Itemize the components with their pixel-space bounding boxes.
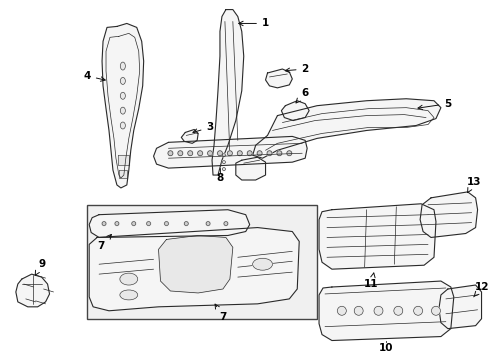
Ellipse shape [120, 273, 138, 285]
Ellipse shape [252, 258, 272, 270]
Circle shape [237, 151, 242, 156]
Circle shape [167, 151, 173, 156]
Text: 9: 9 [35, 259, 45, 275]
Polygon shape [158, 235, 232, 293]
Text: 8: 8 [216, 173, 223, 183]
Circle shape [115, 222, 119, 226]
Circle shape [247, 151, 252, 156]
Circle shape [413, 306, 422, 315]
Polygon shape [419, 192, 477, 238]
Circle shape [178, 151, 183, 156]
Polygon shape [318, 281, 453, 341]
Ellipse shape [120, 290, 138, 300]
Circle shape [102, 222, 106, 226]
Text: 13: 13 [466, 177, 480, 193]
Text: 7: 7 [215, 304, 226, 322]
Circle shape [222, 168, 225, 171]
Text: 7: 7 [97, 234, 111, 251]
Polygon shape [153, 136, 306, 168]
Text: 11: 11 [364, 273, 378, 289]
Circle shape [187, 151, 192, 156]
Polygon shape [212, 10, 243, 175]
Polygon shape [181, 130, 198, 143]
Circle shape [131, 222, 136, 226]
Text: 10: 10 [378, 343, 393, 354]
Circle shape [164, 222, 168, 226]
Text: 6: 6 [295, 88, 308, 103]
Ellipse shape [120, 107, 125, 114]
Polygon shape [281, 101, 308, 121]
Text: 1: 1 [238, 18, 268, 28]
Circle shape [430, 306, 440, 315]
Text: 5: 5 [417, 99, 450, 110]
Ellipse shape [120, 77, 125, 84]
Polygon shape [235, 157, 265, 180]
Polygon shape [16, 274, 49, 307]
Text: 12: 12 [473, 282, 488, 297]
Circle shape [276, 151, 281, 156]
Circle shape [373, 306, 382, 315]
Circle shape [227, 151, 232, 156]
Circle shape [266, 151, 271, 156]
Circle shape [286, 151, 291, 156]
Ellipse shape [120, 92, 125, 99]
Ellipse shape [120, 122, 125, 129]
Circle shape [224, 222, 227, 226]
Polygon shape [89, 210, 249, 238]
Circle shape [222, 161, 225, 164]
Circle shape [257, 151, 262, 156]
Circle shape [353, 306, 363, 315]
Circle shape [207, 151, 212, 156]
Circle shape [205, 222, 210, 226]
Circle shape [217, 151, 222, 156]
Polygon shape [89, 228, 299, 311]
Circle shape [393, 306, 402, 315]
Polygon shape [119, 170, 126, 178]
Polygon shape [102, 23, 143, 188]
Text: 2: 2 [285, 64, 308, 74]
Polygon shape [438, 285, 481, 329]
Polygon shape [265, 69, 292, 88]
Circle shape [337, 306, 346, 315]
Text: 3: 3 [193, 122, 213, 133]
Text: 4: 4 [83, 71, 105, 81]
Polygon shape [318, 204, 435, 269]
Circle shape [146, 222, 150, 226]
Bar [87, 205, 316, 319]
Polygon shape [252, 99, 440, 158]
Ellipse shape [120, 62, 125, 70]
Polygon shape [118, 155, 128, 165]
Circle shape [222, 154, 225, 157]
Circle shape [197, 151, 202, 156]
Circle shape [184, 222, 188, 226]
